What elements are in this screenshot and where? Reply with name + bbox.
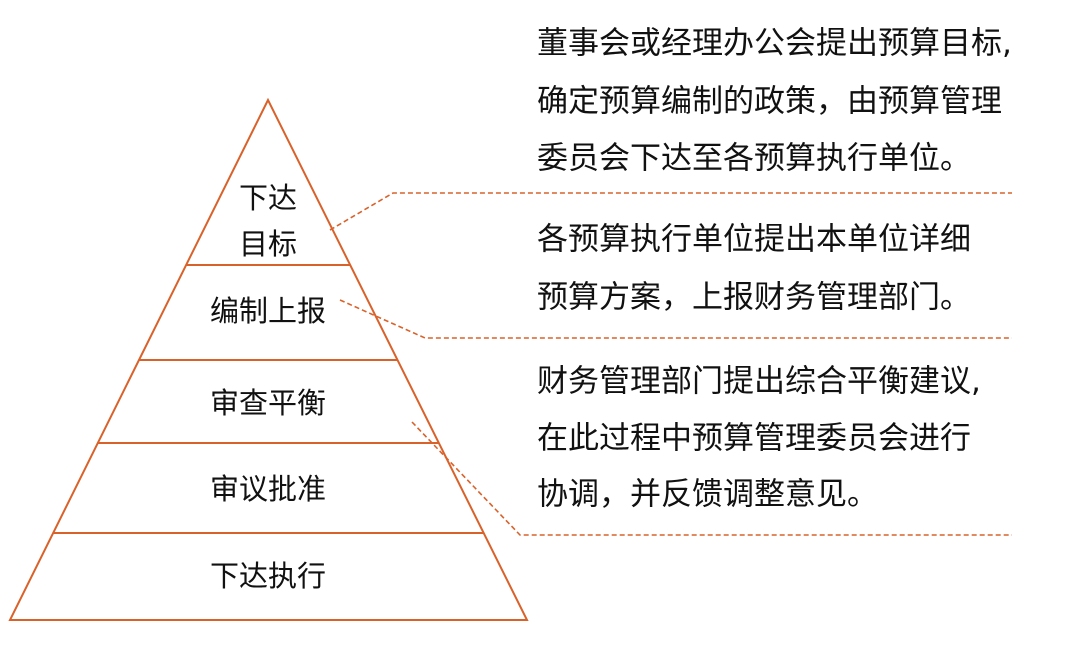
description-line: 财务管理部门提出综合平衡建议, <box>537 364 981 400</box>
description-line: 在此过程中预算管理委员会进行 <box>537 421 971 457</box>
level-label: 目标 <box>239 227 297 261</box>
leader-line <box>329 192 1012 231</box>
description-line: 委员会下达至各预算执行单位。 <box>537 141 971 177</box>
level-label: 下达执行 <box>210 559 326 593</box>
leader-line <box>411 421 1012 536</box>
level-label: 编制上报 <box>210 294 326 328</box>
description-line: 预算方案，上报财务管理部门。 <box>537 280 971 316</box>
description-line: 协调，并反馈调整意见。 <box>537 477 878 513</box>
description-line: 董事会或经理办公会提出预算目标, <box>537 26 1012 62</box>
level-label: 下达 <box>239 181 297 215</box>
level-label: 审查平衡 <box>210 386 326 420</box>
level-label: 审议批准 <box>210 472 326 506</box>
description-line: 各预算执行单位提出本单位详细 <box>537 222 971 258</box>
description-line: 确定预算编制的政策，由预算管理 <box>537 84 1002 120</box>
leader-line <box>339 299 1012 339</box>
